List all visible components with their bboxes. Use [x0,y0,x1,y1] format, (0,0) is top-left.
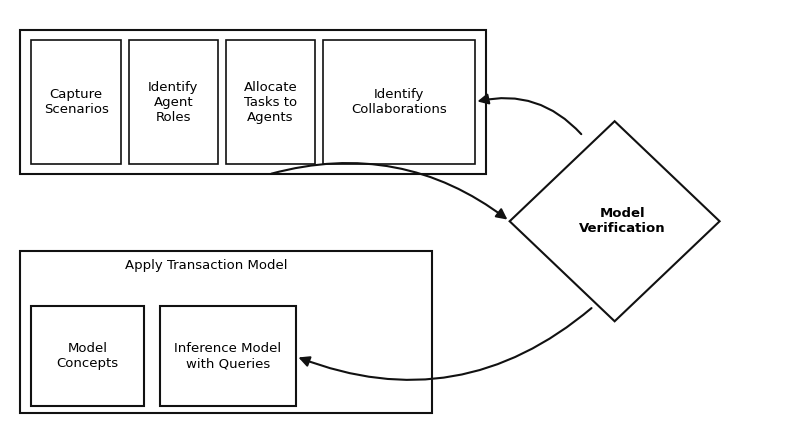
Text: Inference Model
with Queries: Inference Model with Queries [174,342,281,370]
Polygon shape [509,121,720,321]
Bar [129,40,218,164]
Bar [20,251,432,413]
Text: Identify
Collaborations: Identify Collaborations [351,88,446,116]
Text: Model
Concepts: Model Concepts [57,342,119,370]
Text: Capture
Scenarios: Capture Scenarios [44,88,108,116]
Bar [20,30,487,174]
Text: Identify
Agent
Roles: Identify Agent Roles [148,81,199,124]
Bar [323,40,475,164]
Text: Model
Verification: Model Verification [579,207,666,235]
Text: Apply Transaction Model: Apply Transaction Model [125,260,287,273]
Bar [31,40,121,164]
Text: Allocate
Tasks to
Agents: Allocate Tasks to Agents [244,81,297,124]
Bar [226,40,315,164]
Bar [160,306,296,406]
Bar [31,306,144,406]
